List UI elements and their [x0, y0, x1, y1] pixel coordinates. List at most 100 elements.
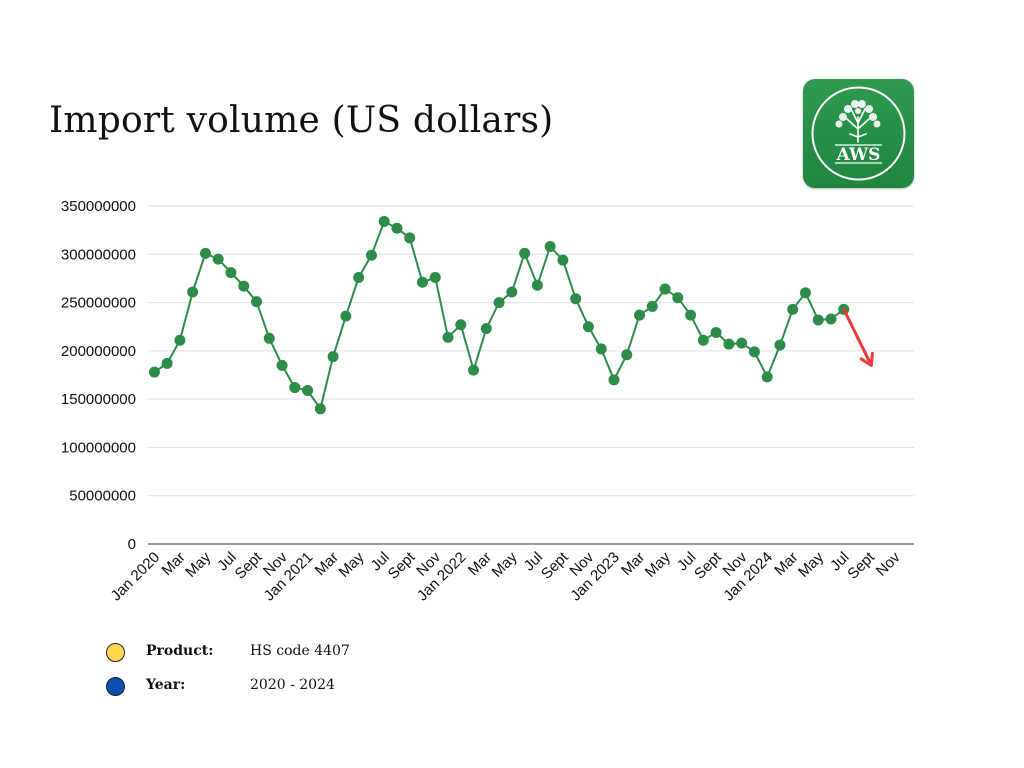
x-tick-label: Mar: [771, 549, 801, 579]
data-point: [378, 215, 390, 227]
data-point: [289, 382, 301, 394]
x-tick-label: Mar: [465, 549, 495, 579]
data-point: [787, 303, 799, 315]
data-point: [327, 351, 339, 363]
data-point: [455, 319, 467, 331]
x-tick-label: Mar: [618, 549, 648, 579]
data-point: [161, 357, 173, 369]
x-tick-label: May: [182, 548, 214, 580]
data-point: [531, 279, 543, 291]
x-tick-label: May: [642, 548, 674, 580]
y-tick-label: 200000000: [61, 343, 136, 360]
data-point: [416, 276, 428, 288]
x-tick-label: Nov: [873, 548, 904, 579]
data-point: [480, 323, 492, 335]
data-point: [391, 222, 403, 234]
data-point: [187, 286, 199, 298]
data-point: [582, 321, 594, 333]
data-point: [723, 338, 735, 350]
data-point: [544, 241, 556, 253]
x-tick-label: Sept: [538, 548, 572, 582]
data-point: [595, 343, 607, 355]
x-tick-label: Sept: [385, 548, 419, 582]
y-tick-label: 50000000: [69, 488, 136, 505]
data-point: [659, 283, 671, 295]
trend-arrow: [842, 307, 874, 367]
data-point: [506, 286, 518, 298]
data-point: [238, 280, 250, 292]
grid-lines: [148, 205, 914, 545]
logo-text: AWS: [836, 145, 881, 165]
x-tick-label: Sept: [232, 548, 266, 582]
legend-label-product: Product:: [146, 643, 214, 659]
data-point: [225, 267, 237, 279]
data-point: [557, 254, 569, 266]
data-point: [404, 232, 416, 244]
data-point: [276, 359, 288, 371]
data-point: [672, 292, 684, 304]
y-axis-ticks: 0 50000000 100000000 150000000 200000000 2500…: [61, 198, 136, 553]
y-tick-label: 0: [128, 536, 136, 553]
trend-arrow-shaft: [842, 307, 873, 367]
data-point: [825, 313, 837, 325]
legend-value-product: HS code 4407: [250, 643, 350, 659]
data-point: [761, 371, 773, 383]
data-point: [174, 334, 186, 346]
x-tick-label: Sept: [691, 548, 725, 582]
x-tick-label: May: [795, 548, 827, 580]
data-point: [365, 249, 377, 261]
data-point: [340, 310, 352, 322]
data-point: [314, 403, 326, 415]
data-point: [799, 287, 811, 299]
data-point: [519, 247, 531, 259]
data-points: [148, 215, 850, 415]
legend-value-year: 2020 - 2024: [250, 677, 335, 693]
data-point: [263, 332, 275, 344]
data-point: [199, 247, 211, 259]
legend-dot-year: [106, 677, 125, 696]
data-point: [736, 337, 748, 349]
data-point: [251, 296, 263, 308]
data-point: [442, 331, 454, 343]
line-chart: 0 50000000 100000000 150000000 200000000 2500…: [61, 198, 914, 604]
data-point: [710, 327, 722, 339]
legend-label-year: Year:: [146, 677, 186, 693]
data-point: [634, 309, 646, 321]
data-point: [621, 349, 633, 361]
data-point: [353, 271, 365, 283]
x-tick-label: Sept: [844, 548, 878, 582]
aws-logo: AWS: [803, 79, 914, 188]
data-point: [608, 374, 620, 386]
y-tick-label: 350000000: [61, 198, 136, 215]
page-title: Import volume (US dollars): [49, 100, 554, 141]
data-point: [468, 364, 480, 376]
trend-arrow-head: [859, 351, 874, 367]
x-tick-label: Mar: [312, 549, 342, 579]
x-tick-label: Jan 2020: [108, 549, 164, 605]
data-point: [697, 334, 709, 346]
data-point: [774, 339, 786, 351]
data-point: [429, 271, 441, 283]
legend-dot-product: [106, 643, 125, 662]
y-tick-label: 150000000: [61, 391, 136, 408]
data-point: [685, 309, 697, 321]
data-point: [493, 297, 505, 309]
y-tick-label: 300000000: [61, 246, 136, 263]
tree-icon: AWS: [811, 86, 906, 181]
x-tick-label: May: [489, 548, 521, 580]
data-point: [812, 314, 824, 326]
data-point: [570, 293, 582, 305]
data-point: [748, 346, 760, 358]
data-point: [302, 384, 314, 396]
y-tick-label: 100000000: [61, 439, 136, 456]
x-tick-label: Mar: [158, 549, 188, 579]
data-point: [148, 366, 160, 378]
data-point: [212, 253, 224, 265]
x-tick-label: May: [335, 548, 367, 580]
legend-row-year: Year: 2020 - 2024: [106, 677, 506, 701]
data-point: [646, 300, 658, 312]
y-tick-label: 250000000: [61, 295, 136, 312]
series-line: [153, 220, 845, 412]
legend-row-product: Product: HS code 4407: [106, 643, 506, 667]
